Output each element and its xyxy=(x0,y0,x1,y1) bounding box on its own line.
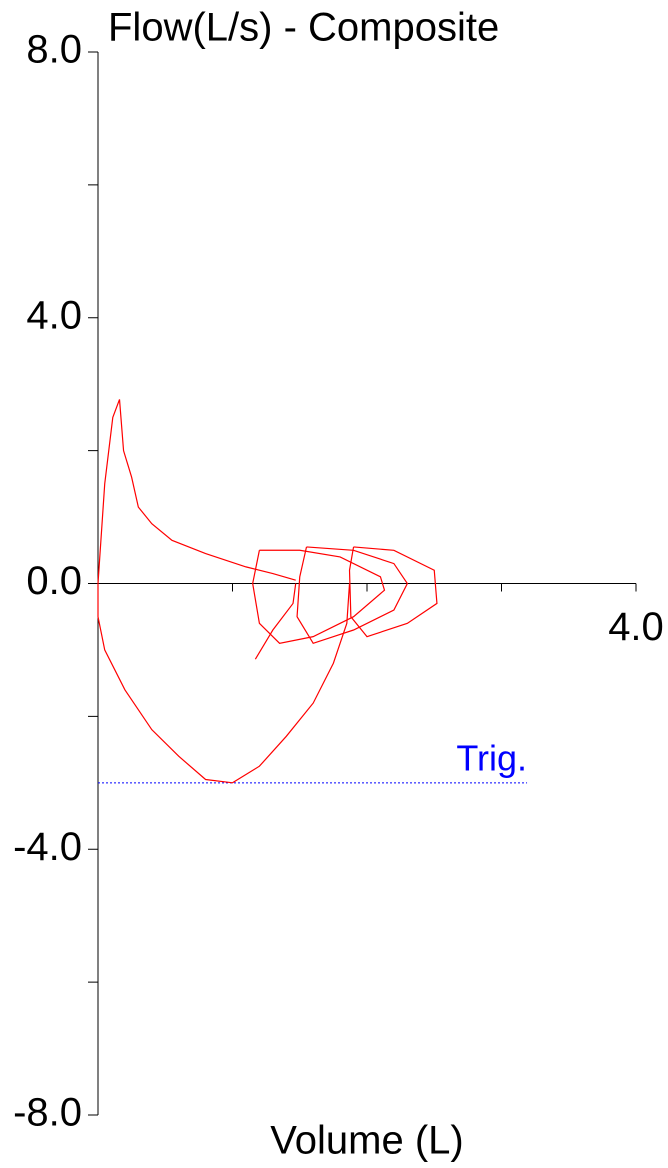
y-tick-label: 0.0 xyxy=(26,559,82,603)
flow-volume-curve xyxy=(348,546,438,638)
flow-volume-curve xyxy=(252,549,386,644)
trigger-label: Trig. xyxy=(456,737,527,778)
chart-title: Flow(L/s) - Composite xyxy=(108,6,499,50)
y-tick-label: 4.0 xyxy=(26,293,82,337)
flow-volume-curve xyxy=(97,399,351,784)
y-tick-label: 8.0 xyxy=(26,28,82,72)
y-tick-label: -8.0 xyxy=(13,1091,82,1135)
x-axis-label: Volume (L) xyxy=(270,1119,463,1163)
x-tick-label: 4.0 xyxy=(608,605,664,649)
y-tick-label: -4.0 xyxy=(13,825,82,869)
flow-volume-curve xyxy=(296,546,409,645)
flow-volume-curve xyxy=(254,583,297,660)
